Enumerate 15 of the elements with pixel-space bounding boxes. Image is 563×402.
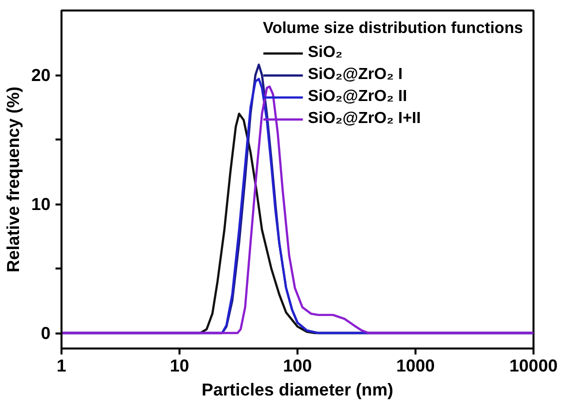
x-tick-label: 10000 xyxy=(509,356,558,376)
y-axis-title: Relative frequency (%) xyxy=(3,86,24,272)
legend-label: SiO₂@ZrO₂ I+II xyxy=(308,110,421,128)
legend-label: SiO₂ xyxy=(308,44,343,62)
legend-label: SiO₂@ZrO₂ I xyxy=(308,66,403,84)
x-axis-title: Particles diameter (nm) xyxy=(202,380,394,400)
y-tick-label: 0 xyxy=(40,323,51,344)
legend-title: Volume size distribution functions xyxy=(262,20,523,38)
x-tick-label: 10 xyxy=(170,356,190,376)
x-tick-label: 1000 xyxy=(396,356,435,376)
x-tick-label: 1 xyxy=(56,356,67,376)
y-tick-label: 10 xyxy=(31,194,51,214)
y-tick-label: 20 xyxy=(31,65,51,86)
x-tick-label: 100 xyxy=(283,356,312,376)
legend-label: SiO₂@ZrO₂ II xyxy=(308,88,408,106)
